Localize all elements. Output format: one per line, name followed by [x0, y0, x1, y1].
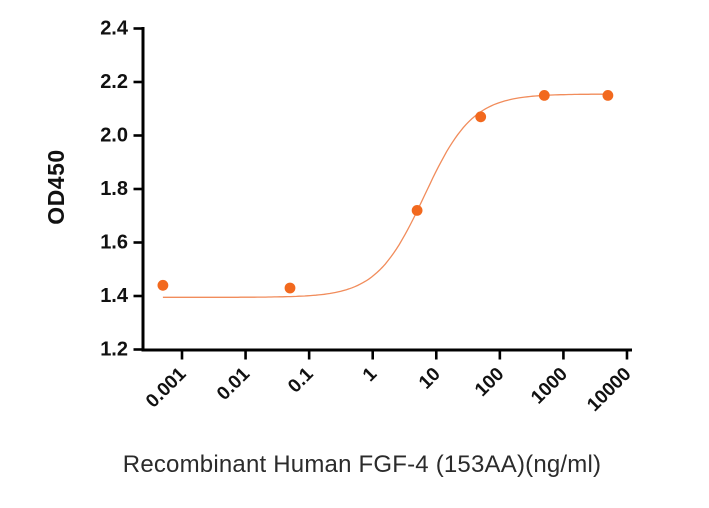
y-axis-title: OD450 [43, 149, 69, 224]
x-tick-label: 0.1 [284, 363, 318, 397]
data-point [602, 90, 614, 101]
fit-curve [162, 93, 608, 298]
x-tick-label: 1 [359, 363, 382, 386]
data-point [284, 282, 296, 294]
x-axis-title: Recombinant Human FGF-4 (153AA)(ng/ml) [123, 451, 601, 478]
x-tick-label: 0.001 [142, 363, 191, 412]
data-point [475, 111, 487, 123]
data-point [411, 205, 423, 216]
x-axis-ticks: 0.001 0.01 0.1 1 10 100 1000 10000 [142, 351, 636, 416]
y-tick-label: 1.2 [100, 339, 128, 361]
data-point [157, 279, 169, 291]
x-tick-label: 10000 [583, 364, 635, 416]
y-tick-label: 1.6 [100, 232, 128, 254]
x-tick-label: 1000 [527, 364, 572, 409]
x-tick-label: 10 [415, 364, 445, 394]
x-axis: 0.001 0.01 0.1 1 10 100 1000 10000 [141, 348, 636, 416]
y-tick-label: 1.4 [100, 285, 129, 307]
y-tick-label: 2.4 [100, 18, 129, 40]
y-axis-ticks: 2.4 2.2 2.0 1.8 1.6 1.4 1.2 [100, 18, 143, 361]
data-points [157, 90, 614, 294]
y-tick-label: 1.8 [100, 178, 128, 200]
x-tick-label: 100 [471, 364, 508, 401]
y-axis: 2.4 2.2 2.0 1.8 1.6 1.4 1.2 [100, 18, 145, 361]
y-tick-label: 2.2 [100, 71, 128, 93]
data-point [538, 90, 550, 101]
y-tick-label: 2.0 [100, 125, 128, 147]
x-tick-label: 0.01 [213, 363, 254, 404]
